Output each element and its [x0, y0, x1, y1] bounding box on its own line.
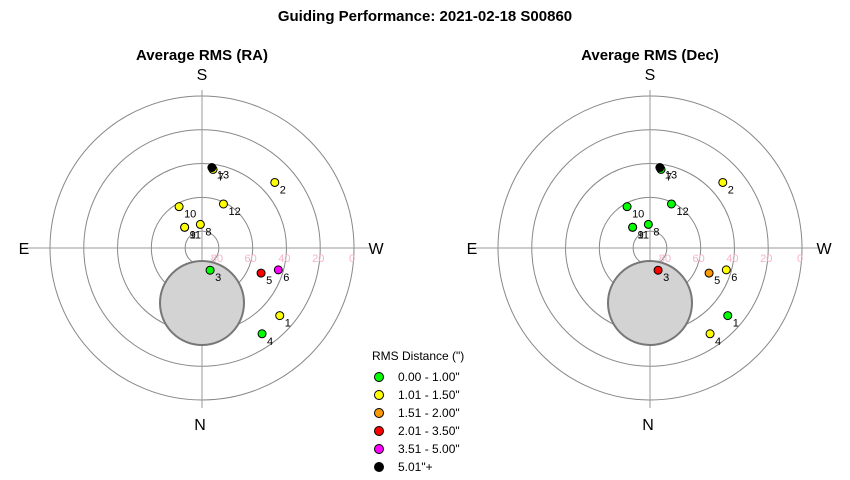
- altitude-tick-label: 40: [278, 253, 290, 265]
- legend-label: 3.51 - 5.00": [398, 442, 460, 456]
- data-point: [721, 265, 731, 275]
- data-point: [207, 163, 217, 173]
- point-label: 11: [638, 229, 649, 241]
- data-point: [628, 222, 638, 232]
- point-label: 3: [663, 272, 669, 284]
- altitude-tick-label: 40: [726, 253, 738, 265]
- altitude-tick-label: 20: [760, 253, 772, 265]
- point-label: 6: [731, 272, 737, 284]
- point-label: 12: [228, 206, 240, 218]
- legend-swatch: [374, 408, 384, 418]
- altitude-tick-label: 60: [693, 253, 705, 265]
- data-point: [270, 177, 280, 187]
- point-label: 9: [638, 229, 644, 241]
- point-label: 7: [666, 171, 672, 183]
- altitude-tick-label: 0: [349, 253, 355, 265]
- legend-swatch: [374, 462, 384, 472]
- legend-item: 3.51 - 5.00": [372, 440, 464, 458]
- point-label: 1: [733, 318, 739, 330]
- data-point: [273, 265, 283, 275]
- direction-label-top: S: [197, 67, 208, 84]
- data-point: [718, 177, 728, 187]
- point-label: 4: [267, 336, 273, 348]
- legend-label: 1.01 - 1.50": [398, 388, 460, 402]
- legend-label: 5.01"+: [398, 460, 433, 474]
- data-point: [622, 202, 632, 212]
- point-label: 13: [217, 170, 229, 182]
- legend: RMS Distance (") 0.00 - 1.00" 1.01 - 1.50…: [372, 349, 464, 476]
- data-point: [723, 311, 733, 321]
- data-point: [653, 265, 663, 275]
- point-label: 8: [205, 226, 211, 238]
- direction-label-right: W: [368, 241, 384, 258]
- point-label: 10: [184, 209, 196, 221]
- direction-label-top: S: [645, 67, 656, 84]
- legend-label: 1.51 - 2.00": [398, 406, 460, 420]
- direction-label-bottom: N: [642, 417, 654, 434]
- point-label: 11: [190, 229, 201, 241]
- legend-label: 2.01 - 3.50": [398, 424, 460, 438]
- point-label: 7: [218, 171, 224, 183]
- point-label: 2: [280, 184, 286, 196]
- point-label: 4: [715, 336, 721, 348]
- point-label: 5: [714, 275, 720, 287]
- legend-swatch: [374, 390, 384, 400]
- data-point: [643, 219, 653, 229]
- data-point: [205, 265, 215, 275]
- legend-item: 1.01 - 1.50": [372, 386, 464, 404]
- data-point: [666, 199, 676, 209]
- altitude-tick-label: 60: [245, 253, 257, 265]
- legend-item: 5.01"+: [372, 458, 464, 476]
- point-label: 1: [285, 318, 291, 330]
- point-label: 13: [665, 170, 677, 182]
- point-label: 5: [266, 275, 272, 287]
- chart-title: Average RMS (RA): [136, 47, 268, 64]
- direction-label-bottom: N: [194, 417, 206, 434]
- point-label: 8: [653, 226, 659, 238]
- legend-swatch: [374, 372, 384, 382]
- legend-item: 0.00 - 1.00": [372, 368, 464, 386]
- direction-label-left: E: [467, 241, 478, 258]
- obstruction-disc: [607, 260, 693, 346]
- data-point: [655, 163, 665, 173]
- legend-swatch: [374, 444, 384, 454]
- data-point: [256, 268, 266, 278]
- obstruction-disc: [159, 260, 245, 346]
- point-label: 6: [283, 272, 289, 284]
- data-point: [257, 329, 267, 339]
- altitude-tick-label: 0: [797, 253, 803, 265]
- point-label: 10: [632, 209, 644, 221]
- data-point: [174, 202, 184, 212]
- point-label: 9: [190, 229, 196, 241]
- legend-item: 2.01 - 3.50": [372, 422, 464, 440]
- chart-title: Average RMS (Dec): [581, 47, 719, 64]
- data-point: [218, 199, 228, 209]
- legend-swatch: [374, 426, 384, 436]
- point-label: 12: [676, 206, 688, 218]
- legend-label: 0.00 - 1.00": [398, 370, 460, 384]
- direction-label-left: E: [19, 241, 30, 258]
- data-point: [705, 329, 715, 339]
- data-point: [275, 311, 285, 321]
- direction-label-right: W: [816, 241, 832, 258]
- altitude-tick-label: 20: [312, 253, 324, 265]
- data-point: [180, 222, 190, 232]
- main-title: Guiding Performance: 2021-02-18 S00860: [277, 8, 573, 25]
- point-label: 3: [215, 272, 221, 284]
- legend-title: RMS Distance ("): [372, 349, 465, 363]
- legend-item: 1.51 - 2.00": [372, 404, 464, 422]
- data-point: [195, 219, 205, 229]
- data-point: [704, 268, 714, 278]
- point-label: 2: [728, 184, 734, 196]
